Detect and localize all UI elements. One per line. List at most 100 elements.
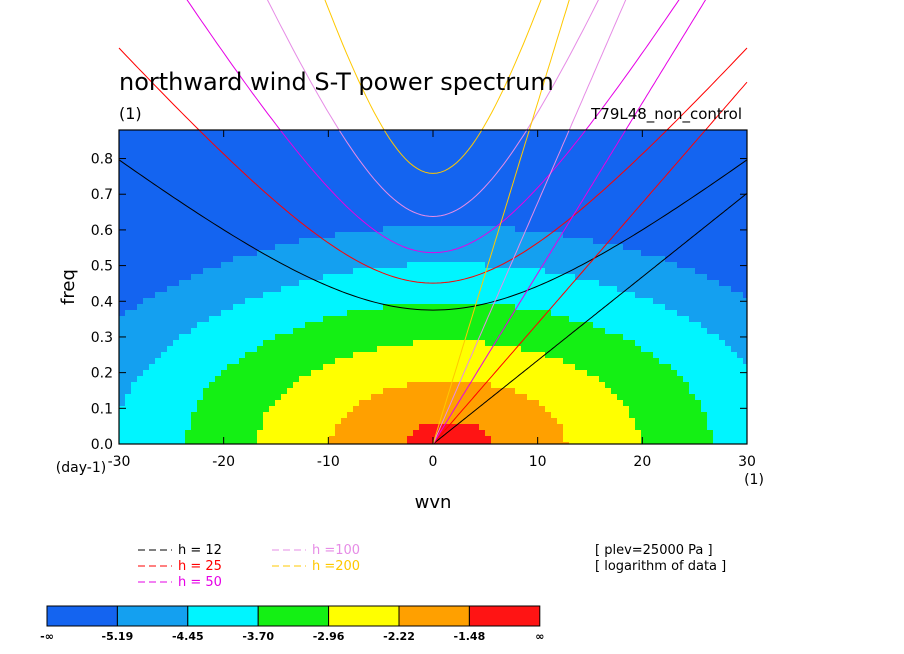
field-cell-band-0	[497, 178, 504, 185]
field-cell-band-0	[521, 136, 528, 143]
field-cell-band-2	[329, 292, 336, 299]
field-cell-band-0	[251, 238, 258, 245]
field-cell-band-3	[479, 322, 486, 329]
field-cell-band-4	[269, 412, 276, 419]
field-cell-band-0	[635, 160, 642, 167]
field-cell-band-5	[395, 400, 402, 407]
field-cell-band-0	[443, 172, 450, 179]
field-cell-band-0	[311, 190, 318, 197]
field-cell-band-2	[605, 316, 612, 323]
field-cell-band-0	[197, 238, 204, 245]
field-cell-band-3	[233, 412, 240, 419]
field-cell-band-2	[197, 370, 204, 377]
field-cell-band-1	[467, 238, 474, 245]
field-cell-band-0	[155, 160, 162, 167]
field-cell-band-0	[191, 232, 198, 239]
field-cell-band-4	[533, 364, 540, 371]
field-cell-band-2	[419, 280, 426, 287]
field-cell-band-2	[629, 328, 636, 335]
field-cell-band-1	[491, 262, 498, 269]
field-cell-band-3	[473, 334, 480, 341]
field-cell-band-0	[185, 238, 192, 245]
field-cell-band-3	[647, 394, 654, 401]
field-cell-band-2	[377, 286, 384, 293]
field-cell-band-1	[491, 232, 498, 239]
field-cell-band-0	[491, 136, 498, 143]
field-cell-band-0	[293, 184, 300, 191]
field-cell-band-2	[209, 316, 216, 323]
field-cell-band-5	[539, 406, 546, 413]
field-cell-band-1	[689, 268, 696, 275]
field-cell-band-2	[527, 298, 534, 305]
field-cell-band-0	[179, 190, 186, 197]
field-cell-band-0	[491, 130, 498, 137]
field-cell-band-5	[383, 406, 390, 413]
field-cell-band-0	[521, 184, 528, 191]
field-cell-band-1	[731, 340, 738, 347]
field-cell-band-1	[683, 286, 690, 293]
field-cell-band-0	[719, 268, 726, 275]
field-cell-band-2	[221, 328, 228, 335]
field-cell-band-0	[209, 232, 216, 239]
field-cell-band-3	[245, 400, 252, 407]
field-cell-band-0	[329, 196, 336, 203]
field-cell-band-0	[617, 142, 624, 149]
field-cell-band-3	[503, 334, 510, 341]
field-cell-band-0	[167, 226, 174, 233]
field-cell-band-2	[155, 364, 162, 371]
field-cell-band-1	[119, 340, 126, 347]
field-cell-band-1	[377, 250, 384, 257]
field-cell-band-3	[485, 340, 492, 347]
field-cell-band-2	[731, 370, 738, 377]
field-cell-band-2	[131, 394, 138, 401]
field-cell-band-4	[353, 376, 360, 383]
field-cell-band-1	[311, 256, 318, 263]
field-cell-band-1	[263, 274, 270, 281]
field-cell-band-0	[377, 136, 384, 143]
field-cell-band-4	[509, 382, 516, 389]
field-cell-band-3	[299, 334, 306, 341]
field-cell-band-3	[461, 310, 468, 317]
field-cell-band-4	[497, 376, 504, 383]
field-cell-band-2	[671, 334, 678, 341]
field-cell-band-0	[689, 190, 696, 197]
field-cell-band-2	[419, 286, 426, 293]
field-cell-band-3	[473, 322, 480, 329]
field-cell-band-3	[317, 322, 324, 329]
field-cell-band-1	[299, 274, 306, 281]
field-cell-band-1	[629, 280, 636, 287]
field-cell-band-0	[191, 256, 198, 263]
field-cell-band-4	[569, 376, 576, 383]
field-cell-band-2	[419, 274, 426, 281]
field-cell-band-0	[383, 154, 390, 161]
field-cell-band-0	[221, 130, 228, 137]
field-cell-band-1	[383, 262, 390, 269]
field-cell-band-0	[515, 166, 522, 173]
field-cell-band-4	[305, 406, 312, 413]
field-cell-band-0	[455, 208, 462, 215]
field-cell-band-1	[155, 310, 162, 317]
field-cell-band-2	[227, 328, 234, 335]
field-cell-band-0	[131, 184, 138, 191]
field-cell-band-2	[491, 292, 498, 299]
field-cell-band-2	[191, 358, 198, 365]
field-cell-band-0	[635, 208, 642, 215]
field-cell-band-3	[431, 328, 438, 335]
field-cell-band-5	[509, 394, 516, 401]
field-cell-band-3	[467, 334, 474, 341]
field-cell-band-0	[149, 136, 156, 143]
field-cell-band-3	[509, 304, 516, 311]
field-cell-band-3	[245, 388, 252, 395]
field-cell-band-4	[473, 358, 480, 365]
field-cell-band-0	[737, 214, 744, 221]
field-cell-band-0	[155, 232, 162, 239]
field-cell-band-0	[395, 208, 402, 215]
field-cell-band-3	[263, 376, 270, 383]
field-cell-band-0	[227, 160, 234, 167]
field-cell-band-0	[209, 136, 216, 143]
field-cell-band-0	[515, 178, 522, 185]
field-cell-band-0	[743, 154, 747, 161]
field-cell-band-1	[275, 262, 282, 269]
field-cell-band-0	[695, 154, 702, 161]
field-cell-band-2	[209, 352, 216, 359]
